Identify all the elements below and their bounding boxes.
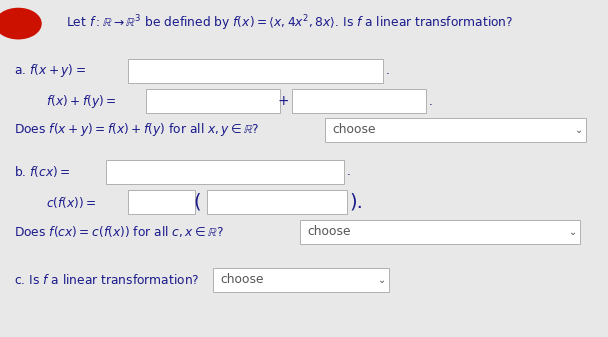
Text: ⌄: ⌄ bbox=[378, 275, 386, 285]
Text: choose: choose bbox=[220, 273, 264, 286]
Text: .: . bbox=[429, 95, 432, 108]
Text: (: ( bbox=[194, 193, 201, 212]
Text: choose: choose bbox=[308, 225, 351, 238]
FancyBboxPatch shape bbox=[106, 160, 344, 184]
Text: .: . bbox=[347, 165, 350, 178]
FancyBboxPatch shape bbox=[213, 268, 389, 292]
Text: Does $f(x + y) = f(x) + f(y)$ for all $x, y \in \mathbb{R}$?: Does $f(x + y) = f(x) + f(y)$ for all $x… bbox=[14, 121, 260, 138]
FancyBboxPatch shape bbox=[207, 190, 347, 214]
Text: +: + bbox=[278, 94, 289, 108]
FancyBboxPatch shape bbox=[146, 89, 280, 113]
Text: Let $f : \mathbb{R} \to \mathbb{R}^3$ be defined by $f(x) = \langle x, 4x^2, 8x\: Let $f : \mathbb{R} \to \mathbb{R}^3$ be… bbox=[66, 14, 513, 33]
Text: choose: choose bbox=[333, 123, 376, 136]
FancyBboxPatch shape bbox=[292, 89, 426, 113]
Text: c. Is $f$ a linear transformation?: c. Is $f$ a linear transformation? bbox=[14, 273, 199, 287]
FancyBboxPatch shape bbox=[325, 118, 586, 142]
Text: a. $f(x + y) =$: a. $f(x + y) =$ bbox=[14, 62, 86, 79]
FancyBboxPatch shape bbox=[128, 190, 195, 214]
Text: Does $f(cx) = c(f(x))$ for all $c, x \in \mathbb{R}$?: Does $f(cx) = c(f(x))$ for all $c, x \in… bbox=[14, 224, 224, 239]
Text: ⌄: ⌄ bbox=[569, 227, 577, 237]
Text: $f(x) + f(y) =$: $f(x) + f(y) =$ bbox=[46, 93, 116, 110]
Ellipse shape bbox=[0, 8, 41, 39]
Text: ).: ). bbox=[349, 193, 363, 212]
Text: $c(f(x)) =$: $c(f(x)) =$ bbox=[46, 195, 96, 210]
Text: b. $f(cx) =$: b. $f(cx) =$ bbox=[14, 164, 71, 179]
Text: ⌄: ⌄ bbox=[575, 125, 582, 135]
Text: .: . bbox=[386, 64, 390, 77]
FancyBboxPatch shape bbox=[300, 220, 580, 244]
FancyBboxPatch shape bbox=[128, 59, 383, 83]
